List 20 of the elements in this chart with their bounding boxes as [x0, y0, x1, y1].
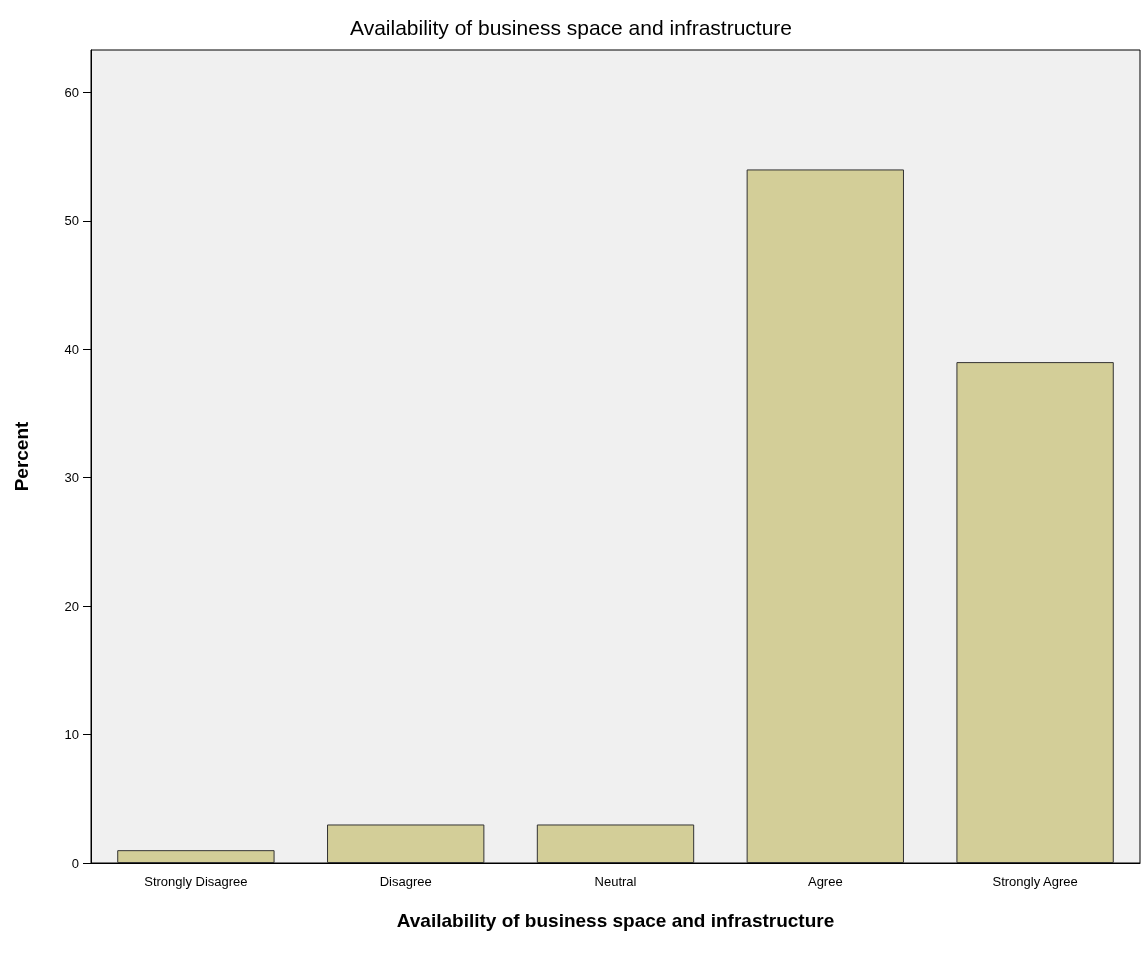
bar [746, 169, 904, 863]
y-tick-label: 40 [64, 341, 79, 357]
y-tick-label: 20 [64, 598, 79, 614]
x-tick-label: Disagree [379, 874, 432, 889]
bar [327, 824, 485, 863]
bar [536, 824, 695, 863]
x-tick-label: Strongly Disagree [144, 874, 248, 889]
x-tick-label: Neutral [594, 874, 637, 889]
x-tick-label: Strongly Agree [992, 874, 1078, 889]
y-tick-label: 0 [71, 855, 79, 871]
x-tick-label: Agree [807, 874, 843, 889]
y-tick-label: 10 [64, 727, 79, 743]
chart-title: Availability of business space and infrastructure [349, 16, 793, 39]
y-tick-label: 30 [64, 470, 79, 486]
y-tick-label: 60 [64, 84, 79, 100]
x-axis-title: Availability of business space and infrastructure [396, 910, 835, 931]
y-tick-label: 50 [64, 213, 79, 229]
bar [117, 850, 275, 863]
bar [956, 362, 1114, 863]
y-axis-title: Percent [11, 420, 32, 492]
